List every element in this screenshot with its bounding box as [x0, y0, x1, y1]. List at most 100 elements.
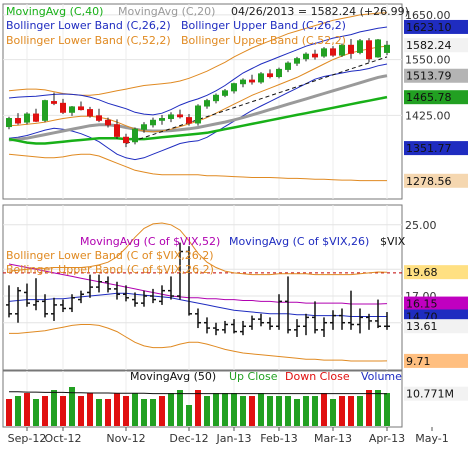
- candle-body: [87, 109, 93, 117]
- volume-ma-line: [9, 391, 388, 395]
- volume-bar: [132, 393, 138, 426]
- x-tick-label: Oct-12: [45, 432, 82, 445]
- volume-bar: [285, 396, 291, 426]
- value-tag: [404, 296, 468, 311]
- candle-body: [132, 128, 138, 143]
- value-tag: [404, 173, 468, 188]
- x-tick-label: Mar-13: [314, 432, 352, 445]
- value-tag: [404, 265, 468, 280]
- volume-bar: [204, 396, 210, 426]
- value-tag-label: 1513.79: [406, 70, 452, 83]
- x-tick-label: Nov-12: [106, 432, 145, 445]
- vix-bb-lower-line: [9, 324, 388, 362]
- candle-body: [276, 68, 282, 78]
- volume-bar: [42, 396, 48, 426]
- volume-bar: [24, 393, 30, 426]
- candle-body: [105, 119, 111, 126]
- candle-body: [330, 48, 336, 56]
- candle-body: [78, 106, 84, 111]
- candle-body: [186, 117, 192, 124]
- legend-vix-symbol: $VIX: [380, 235, 406, 248]
- volume-bar: [294, 399, 300, 426]
- candle-body: [285, 62, 291, 70]
- volume-bar: [366, 390, 372, 426]
- value-tags: 1623.10 1582.24 1513.79 1465.78 1351.77 1278.…: [404, 19, 468, 401]
- volume-bar: [150, 399, 156, 426]
- candle-body: [51, 101, 57, 104]
- candle-body: [348, 44, 354, 54]
- x-tick-label: Jan-13: [216, 432, 252, 445]
- candle-body: [204, 100, 210, 107]
- candle-body: [15, 118, 21, 124]
- bb26-upper-line: [8, 26, 388, 116]
- candle-body: [366, 40, 372, 60]
- volume-plot: [6, 387, 390, 426]
- vix-bb-upper-line: [8, 222, 388, 276]
- candle-body: [6, 118, 12, 128]
- volume-bar: [51, 390, 57, 426]
- candle-body: [168, 114, 174, 120]
- volume-bar: [222, 393, 228, 426]
- candle-body: [69, 106, 75, 113]
- volume-bar: [303, 396, 309, 426]
- candle-body: [303, 53, 309, 60]
- volume-bar: [15, 396, 21, 426]
- legend-bb26-lower: Bollinger Lower Band (C,26,2): [6, 19, 171, 32]
- candle-body: [231, 83, 237, 92]
- volume-bar: [96, 399, 102, 426]
- legend-volume-ma: MovingAvg (50): [130, 370, 216, 383]
- volume-bar: [267, 396, 273, 426]
- candle-body: [159, 118, 165, 121]
- volume-bar: [258, 393, 264, 426]
- candle-body: [213, 94, 219, 102]
- volume-bar: [249, 396, 255, 426]
- legend-vix-ma52: MovingAvg (C of $VIX,52): [80, 235, 220, 248]
- x-tick-label: Feb-13: [260, 432, 297, 445]
- legend-bb26-upper: Bollinger Upper Band (C,26,2): [181, 19, 346, 32]
- vix-panel-frame: [2, 204, 403, 371]
- legend-down-close: Down Close: [285, 370, 350, 383]
- value-tag-label: 16.15: [406, 298, 438, 311]
- candle-body: [123, 136, 129, 144]
- price-tick-label: 1550.00: [405, 54, 451, 67]
- volume-bar: [375, 390, 381, 426]
- volume-bar: [213, 393, 219, 426]
- volume-bar: [276, 396, 282, 426]
- value-tag: [404, 141, 468, 156]
- candle-body: [33, 113, 39, 122]
- legend-vix-ma26: MovingAvg (C of $VIX,26): [229, 235, 369, 248]
- legend-ma40: MovingAvg (C,40): [6, 5, 103, 18]
- volume-bar: [60, 396, 66, 426]
- candle-body: [222, 90, 228, 96]
- candle-body: [114, 124, 120, 137]
- candle-body: [177, 114, 183, 118]
- value-tag: [404, 353, 468, 368]
- candle-body: [267, 73, 273, 78]
- value-tag-label: 1278.56: [406, 175, 452, 188]
- vix-ma52-line: [8, 263, 388, 305]
- x-tick-label: Dec-12: [169, 432, 208, 445]
- volume-bar: [123, 396, 129, 426]
- candle-body: [141, 124, 147, 130]
- volume-bar: [114, 393, 120, 426]
- volume-bar: [231, 393, 237, 426]
- bb52-lower-line: [8, 153, 387, 182]
- value-tag: [404, 319, 468, 334]
- volume-bar: [384, 393, 390, 426]
- candle-body: [96, 115, 102, 121]
- candle-body: [150, 119, 156, 126]
- candle-body: [195, 105, 201, 124]
- volume-bar: [69, 387, 75, 426]
- value-tag: [404, 386, 468, 401]
- volume-bar: [357, 396, 363, 426]
- volume-bar: [330, 399, 336, 426]
- price-tick-label: 1650.00: [405, 9, 451, 22]
- volume-bar: [348, 396, 354, 426]
- candle-body: [357, 40, 363, 53]
- quote-readout: 04/26/2013 = 1582.24 (+26.99): [231, 5, 409, 18]
- price-panel-frame: [2, 3, 403, 200]
- value-tag: [404, 68, 468, 83]
- value-tag: [404, 38, 468, 53]
